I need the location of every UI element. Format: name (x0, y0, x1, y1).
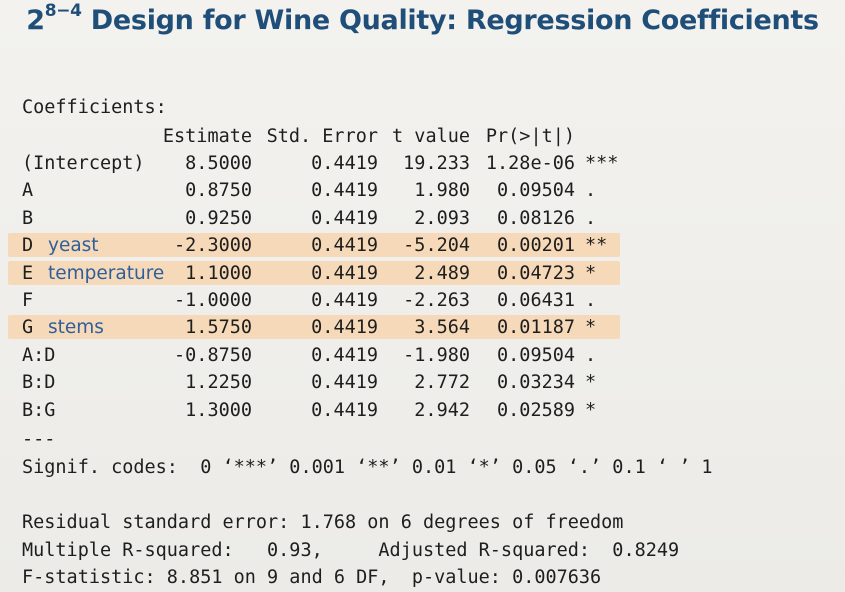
std-error-cell: 0.4419 (311, 262, 378, 284)
signif-marker: . (585, 344, 597, 366)
std-error-cell: 0.4419 (311, 235, 378, 257)
p-value-cell: 1.28e-06 (485, 153, 575, 174)
t-value-cell: -5.204 (403, 235, 470, 257)
estimate-cell: 1.3000 (185, 399, 252, 421)
signif-marker: * (585, 399, 597, 421)
p-value-cell: 0.09504 (497, 180, 575, 202)
t-value-cell: 2.093 (414, 207, 470, 229)
std-error-cell: 0.4419 (311, 372, 378, 394)
signif-marker: * (585, 372, 597, 394)
f-statistic: F-statistic: 8.851 on 9 and 6 DF, p-valu… (22, 567, 602, 588)
column-header: Pr(>|t|) (485, 126, 575, 147)
p-value-cell: 0.02589 (497, 399, 575, 421)
std-error-cell: 0.4419 (311, 153, 378, 174)
estimate-cell: 0.8750 (185, 180, 252, 202)
term-label: A (22, 180, 34, 202)
signif-marker: . (585, 180, 597, 202)
p-value-cell: 0.01187 (497, 317, 575, 339)
coefficients-label: Coefficients: (22, 97, 167, 118)
estimate-cell: -2.3000 (174, 235, 252, 257)
term-label: (Intercept) (22, 153, 145, 174)
title-text: Design for Wine Quality: Regression Coef… (81, 5, 819, 36)
term-label: B:D (22, 372, 56, 394)
estimate-cell: 8.5000 (185, 153, 252, 174)
row-highlight (8, 233, 620, 258)
estimate-cell: -1.0000 (174, 290, 252, 311)
term-label: D (22, 235, 34, 257)
term-label: A:D (22, 344, 56, 366)
row-highlight (8, 315, 620, 340)
estimate-cell: 1.1000 (185, 262, 252, 284)
std-error-cell: 0.4419 (311, 207, 378, 229)
t-value-cell: 3.564 (414, 317, 470, 339)
factor-name: yeast (48, 235, 99, 257)
t-value-cell: 1.980 (414, 180, 470, 202)
std-error-cell: 0.4419 (311, 180, 378, 202)
p-value-cell: 0.00201 (497, 235, 575, 257)
std-error-cell: 0.4419 (311, 344, 378, 366)
signif-marker: * (585, 262, 597, 284)
estimate-cell: 1.5750 (185, 317, 252, 339)
t-value-cell: 19.233 (403, 153, 470, 174)
signif-marker: . (585, 207, 597, 229)
std-error-cell: 0.4419 (311, 399, 378, 421)
p-value-cell: 0.04723 (497, 262, 575, 284)
signif-marker: *** (585, 153, 619, 174)
column-header: Estimate (162, 126, 252, 147)
t-value-cell: -1.980 (403, 344, 470, 366)
t-value-cell: 2.772 (414, 372, 470, 394)
separator: --- (22, 429, 56, 450)
r-squared: Multiple R-squared: 0.93, Adjusted R-squ… (22, 540, 680, 561)
residual-standard-error: Residual standard error: 1.768 on 6 degr… (22, 512, 624, 533)
signif-codes: Signif. codes: 0 ‘***’ 0.001 ‘**’ 0.01 ‘… (22, 457, 713, 478)
title-exponent: 8−4 (44, 1, 82, 21)
row-highlight (8, 260, 620, 285)
estimate-cell: -0.8750 (174, 344, 252, 366)
estimate-cell: 1.2250 (185, 372, 252, 394)
p-value-cell: 0.09504 (497, 344, 575, 366)
term-label: B (22, 207, 34, 229)
factor-name: temperature (48, 262, 165, 284)
term-label: F (22, 290, 34, 311)
t-value-cell: 2.942 (414, 399, 470, 421)
t-value-cell: 2.489 (414, 262, 470, 284)
std-error-cell: 0.4419 (311, 317, 378, 339)
signif-marker: . (585, 290, 597, 311)
column-header: Std. Error (266, 126, 378, 147)
term-label: B:G (22, 399, 56, 421)
signif-marker: * (585, 317, 597, 339)
t-value-cell: -2.263 (403, 290, 470, 311)
term-label: G (22, 317, 34, 339)
term-label: E (22, 262, 34, 284)
slide-title: 28−4 Design for Wine Quality: Regression… (0, 1, 845, 36)
estimate-cell: 0.9250 (185, 207, 252, 229)
column-header: t value (392, 126, 470, 147)
p-value-cell: 0.03234 (497, 372, 575, 394)
signif-marker: ** (585, 235, 608, 257)
title-prefix: 2 (26, 5, 45, 36)
std-error-cell: 0.4419 (311, 290, 378, 311)
p-value-cell: 0.06431 (497, 290, 575, 311)
factor-name: stems (48, 317, 104, 339)
p-value-cell: 0.08126 (497, 207, 575, 229)
